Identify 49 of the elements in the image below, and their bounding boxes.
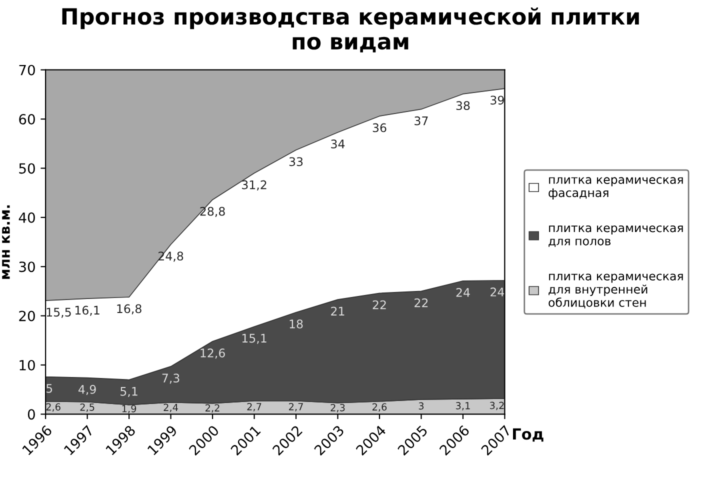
data-label: 2,5 [80,403,94,412]
data-label: 15,5 [46,308,71,318]
data-label: 3 [418,402,424,410]
data-label: 2,7 [247,402,262,412]
data-label: 16,1 [75,306,100,316]
data-label: 4,9 [78,384,96,396]
data-label: 15,1 [242,334,266,344]
data-label: 2,3 [330,404,345,412]
legend-label: плитка керамическая для внутренней облицовки стен [548,274,683,308]
x-axis-title: Год [513,428,544,442]
y-axis-title: млн кв.м. [2,205,10,279]
data-label: 22 [372,300,386,310]
data-label: 1,9 [122,404,136,414]
y-tick-label: 10 [20,360,35,370]
data-label: 24 [490,288,504,296]
data-label: 3,1 [456,402,470,410]
y-tick-label: 30 [19,262,35,272]
data-label: 3,2 [490,402,504,410]
data-label: 38 [456,101,470,110]
data-label: 2,6 [372,403,387,412]
data-label: 2,7 [288,402,303,412]
data-label: 16,8 [117,304,142,314]
chart-title: Прогноз производства керамической плитки по видам [62,7,639,52]
data-label: 39 [490,96,504,105]
data-label: 37 [414,116,428,126]
legend-label: плитка керамическая для полов [548,225,683,247]
data-label: 2,6 [46,403,60,412]
y-tick-label: 0 [28,409,35,420]
data-label: 5,1 [120,387,138,398]
y-tick-label: 40 [18,212,35,223]
data-label: 24 [456,288,470,297]
data-label: 2,2 [206,404,220,413]
data-label: 2,4 [164,404,178,412]
data-label: 34 [331,139,345,148]
data-label: 22 [414,298,428,308]
data-label: 5 [46,384,52,393]
data-label: 31,2 [242,180,266,190]
y-tick-label: 50 [19,163,35,174]
data-label: 28,8 [200,206,225,217]
data-label: 12,6 [200,348,225,359]
data-label: 7,3 [162,374,180,384]
y-tick-label: 70 [19,64,35,76]
y-tick-label: 20 [19,310,35,322]
legend-label: плитка керамическая фасадная [548,177,683,200]
data-label: 33 [289,157,303,166]
data-label: 18 [290,320,303,328]
data-label: 36 [372,123,386,132]
data-label: 21 [331,306,344,316]
y-tick-label: 60 [19,114,35,125]
